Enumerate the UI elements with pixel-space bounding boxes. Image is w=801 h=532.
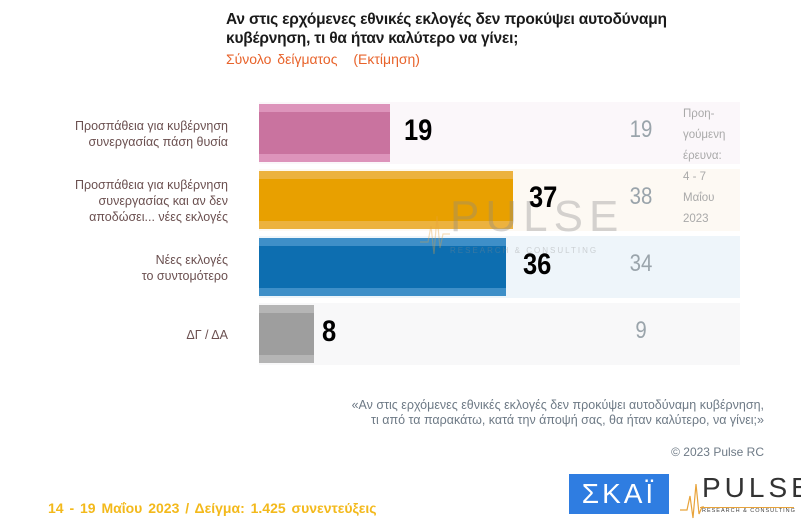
pulse-wave-icon [680,483,704,519]
quote-line: «Αν στις ερχόμενες εθνικές εκλογές δεν π… [351,398,764,412]
pulse-logo: PULSE RESEARCH & CONSULTING [680,472,801,520]
pulse-logo-sub: RESEARCH & CONSULTING [702,508,796,514]
note-line: γούμενη [683,129,726,141]
label-line: Προσπάθεια για κυβέρνηση [74,178,228,192]
label-line: συνεργασίας πάση θυσία [88,135,229,149]
subtitle-estimate: (Εκτίμηση) [353,51,420,67]
value-previous: 9 [635,317,647,344]
note-line: 4 - 7 [683,171,707,183]
value-current: 37 [529,181,558,214]
note-line: Προη- [683,108,715,120]
category-label-1: Προσπάθεια για κυβέρνηση συνεργασίας πάσ… [30,118,228,150]
category-label-3: Νέες εκλογές το συντομότερο [30,252,228,284]
label-line: αποδώσει... νέες εκλογές [89,210,228,224]
category-label-4: ΔΓ / ΔΑ [30,327,228,343]
chart-subtitle: Σύνολο δείγματος (Εκτίμηση) [226,50,420,68]
note-line: έρευνα: [683,150,722,162]
bar-row-3: 36 34 [259,236,740,298]
value-previous: 38 [629,183,653,210]
value-previous: 19 [629,116,653,143]
label-line: το συντομότερο [141,269,228,283]
subtitle-sample: Σύνολο δείγματος [226,51,338,67]
chart-title: Αν στις ερχόμενες εθνικές εκλογές δεν πρ… [226,11,667,47]
bar-current [259,305,314,363]
pulse-logo-divider [700,507,794,508]
bar-row-1: 19 19 [259,102,740,164]
label-line: Νέες εκλογές [155,253,228,267]
label-line: συνεργασίας και αν δεν [98,194,228,208]
value-current: 19 [404,114,433,147]
bar-row-4: 8 9 [259,303,740,365]
note-line: 2023 [683,213,709,225]
value-current: 36 [523,248,552,281]
question-quote: «Αν στις ερχόμενες εθνικές εκλογές δεν π… [294,398,764,428]
previous-survey-note: Προη- γούμενη έρευνα: 4 - 7 Μαΐου 2023 [683,104,725,230]
bar-current [259,238,506,296]
label-line: Προσπάθεια για κυβέρνηση [74,119,228,133]
skai-logo: ΣΚΑΪ [569,474,669,514]
category-label-2: Προσπάθεια για κυβέρνηση συνεργασίας και… [30,177,228,225]
quote-line: τι από τα παρακάτω, κατά την άποψή σας, … [371,413,764,427]
copyright: © 2023 Pulse RC [671,445,764,459]
bar-current [259,104,390,162]
pulse-logo-word: PULSE [702,472,801,503]
bar-row-2: 37 38 [259,169,740,231]
bar-current [259,171,513,229]
value-current: 8 [322,315,337,348]
value-previous: 34 [629,250,653,277]
survey-footer: 14 - 19 Μαΐου 2023 / Δείγμα: 1.425 συνεν… [48,500,377,516]
label-line: ΔΓ / ΔΑ [186,328,228,342]
note-line: Μαΐου [683,192,715,204]
